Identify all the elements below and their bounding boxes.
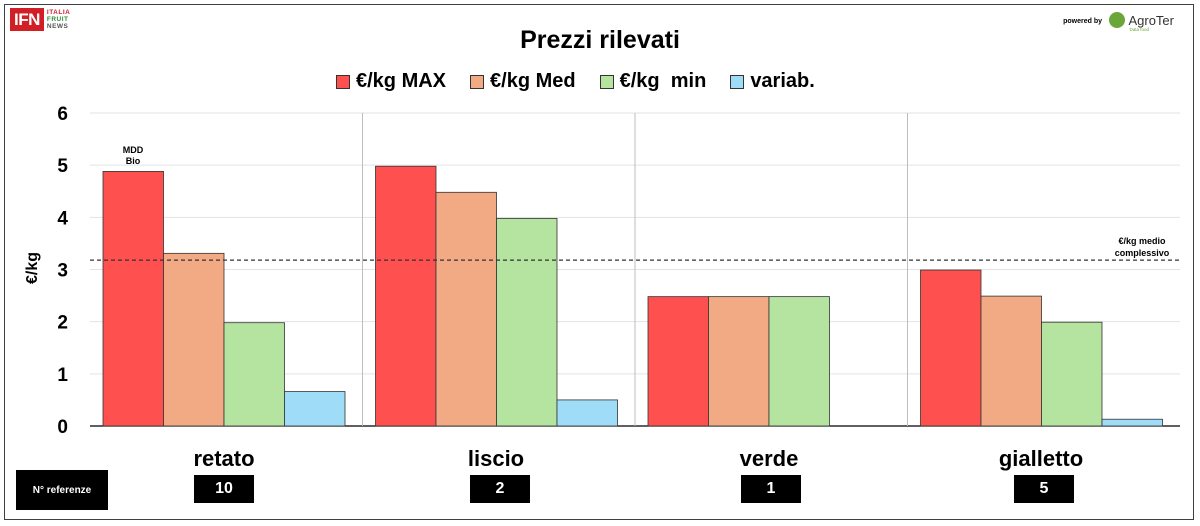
agroter-logo: AgroTer Data food: [1109, 12, 1174, 32]
bar-med-verde: [708, 296, 770, 427]
category-label-liscio: liscio: [467, 446, 525, 471]
y-tick-label: 0: [57, 417, 68, 438]
y-tick-label: 2: [57, 313, 68, 334]
bar-variab-retato: [284, 391, 346, 427]
category-label-verde: verde: [739, 446, 799, 471]
annotation-line2: Bio: [126, 156, 141, 166]
category-label-gialletto: gialletto: [998, 446, 1084, 471]
y-tick-label: 6: [57, 104, 68, 125]
referenze-label: N° referenze: [16, 470, 108, 510]
bar-min-gialletto: [1041, 321, 1103, 427]
powered-by-label: powered by: [1063, 18, 1102, 25]
chart-title: Prezzi rilevati: [520, 26, 680, 54]
legend-swatch-max: [336, 74, 350, 89]
ifn-logo-mark: IFN: [10, 8, 44, 31]
legend-item-max: €/kg MAX: [336, 70, 446, 93]
category-label-retato: retato: [193, 446, 255, 471]
legend-label-variab: variab.: [750, 70, 815, 92]
legend-label-med: €/kg Med: [490, 70, 576, 92]
legend-swatch-variab: [730, 74, 745, 89]
bar-max-verde: [647, 296, 709, 427]
bar-med-gialletto: [980, 295, 1042, 427]
ifn-logo-line2: FRUIT: [46, 16, 69, 23]
bar-max-liscio: [375, 165, 437, 427]
bar-variab-gialletto: [1101, 418, 1163, 427]
agroter-name: AgroTer: [1128, 12, 1174, 28]
annotation-line1: MDD: [123, 145, 144, 155]
bar-max-retato: [102, 171, 164, 427]
legend-item-variab: variab.: [730, 70, 815, 93]
bar-min-retato: [223, 322, 285, 427]
legend-label-min: €/kg min: [619, 70, 707, 92]
y-axis-title: €/kg: [24, 252, 41, 284]
bar-med-liscio: [435, 191, 497, 427]
bar-med-retato: [163, 252, 225, 427]
reference-label-line1: €/kg medio: [1118, 236, 1166, 246]
bar-min-verde: [768, 296, 830, 427]
referenze-count-gialletto: 5: [1014, 475, 1074, 503]
bar-min-liscio: [496, 217, 558, 427]
bar-variab-liscio: [556, 399, 618, 427]
agroter-tagline: Data food: [1129, 27, 1149, 32]
ifn-logo-text: ITALIA FRUIT NEWS: [47, 9, 70, 30]
y-tick-label: 3: [57, 261, 68, 282]
y-tick-label: 5: [57, 156, 68, 177]
legend-label-max: €/kg MAX: [356, 70, 447, 92]
legend-swatch-min: [599, 74, 614, 89]
referenze-count-retato: 10: [194, 475, 254, 503]
legend-item-min: €/kg min: [599, 70, 707, 93]
legend: €/kg MAX €/kg Med €/kg min variab.: [336, 70, 839, 93]
agroter-leaf-icon: [1109, 12, 1126, 28]
y-tick-label: 1: [57, 365, 68, 386]
ifn-logo-line1: ITALIA: [46, 9, 71, 16]
bar-max-gialletto: [920, 269, 982, 427]
reference-label-line2: complessivo: [1115, 248, 1170, 258]
referenze-count-liscio: 2: [470, 475, 530, 503]
ifn-logo: IFN ITALIA FRUIT NEWS: [10, 8, 70, 31]
ifn-logo-line3: NEWS: [46, 23, 69, 30]
y-tick-label: 4: [57, 208, 68, 229]
legend-item-med: €/kg Med: [470, 70, 576, 93]
referenze-count-verde: 1: [741, 475, 801, 503]
legend-swatch-med: [470, 74, 485, 89]
